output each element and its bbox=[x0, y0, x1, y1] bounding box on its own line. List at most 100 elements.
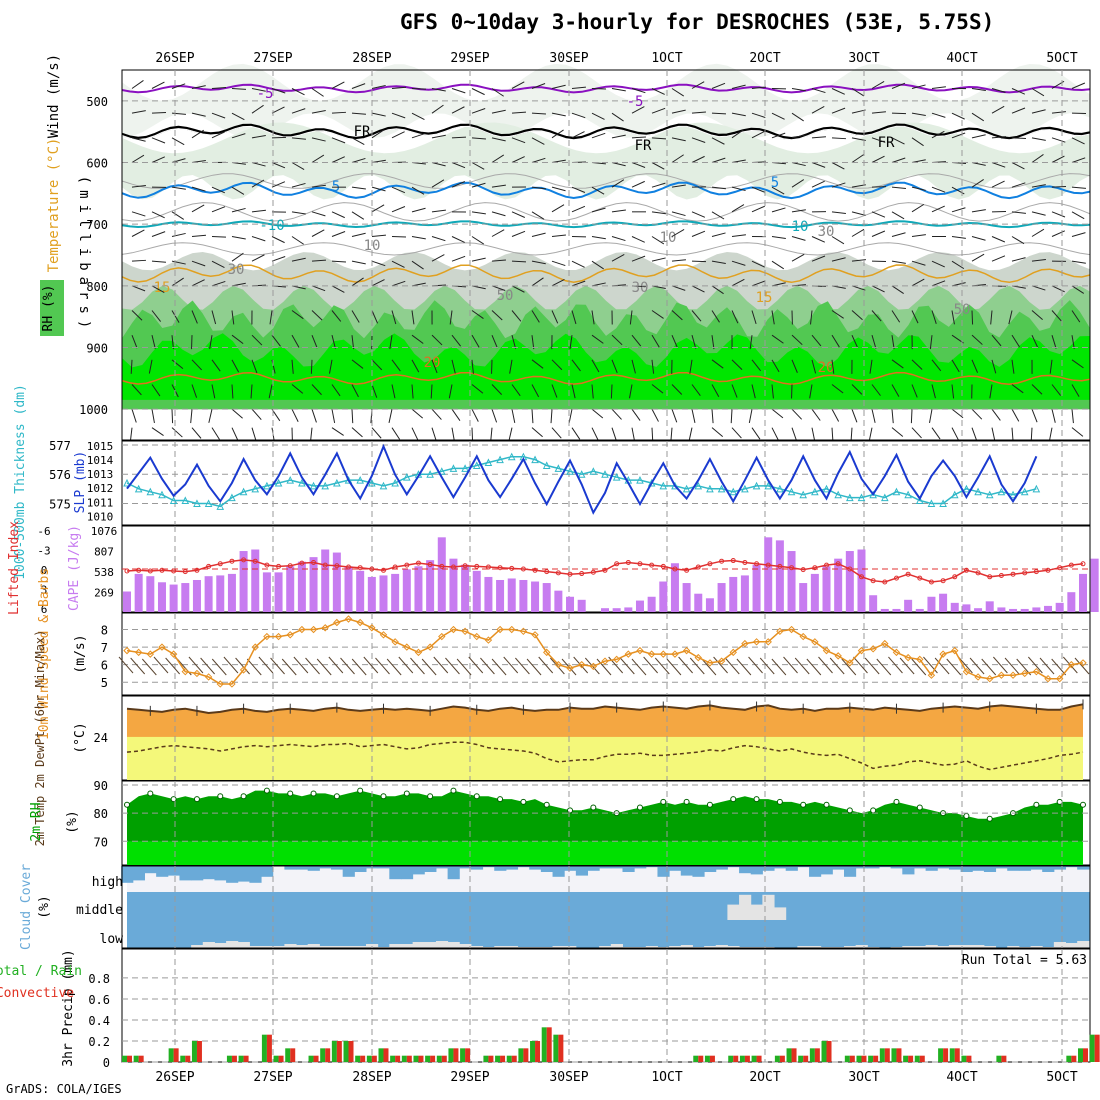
thickness-tick-label: 577 bbox=[49, 439, 71, 453]
precip-total-bar bbox=[226, 1055, 232, 1062]
cape-bar bbox=[437, 537, 446, 612]
wind-barb bbox=[351, 211, 365, 220]
wind-barb bbox=[491, 285, 506, 292]
wind-barb bbox=[811, 88, 826, 94]
wind-barb bbox=[671, 88, 685, 97]
precip-convective-bar bbox=[290, 1048, 296, 1062]
wind-barb bbox=[751, 310, 757, 325]
wind-barb bbox=[171, 277, 184, 287]
lifted-index-point bbox=[124, 568, 130, 574]
wind-barb bbox=[891, 137, 905, 145]
wind-speed-point bbox=[554, 660, 563, 669]
wind-barb bbox=[171, 260, 186, 265]
wind-barb bbox=[831, 427, 834, 442]
cloud-high-bar bbox=[156, 866, 169, 877]
wind-barb bbox=[151, 81, 165, 89]
wind-barb-10m bbox=[340, 657, 355, 675]
wind-barb bbox=[231, 334, 244, 345]
wind-barb bbox=[911, 278, 925, 287]
wind-barb-10m bbox=[410, 657, 425, 675]
wind-barb-10m bbox=[281, 658, 297, 676]
lifted-index-point bbox=[346, 564, 352, 570]
wind-barb bbox=[911, 137, 924, 147]
cape-bar bbox=[752, 564, 761, 612]
wind-barb bbox=[291, 211, 306, 215]
cloud-high-bar bbox=[832, 866, 845, 870]
lifted-index-point bbox=[975, 570, 981, 576]
wind-barb bbox=[771, 359, 780, 373]
wind-barb bbox=[791, 253, 805, 262]
wind-barb-10m bbox=[515, 657, 530, 675]
thickness-point bbox=[298, 478, 306, 487]
precip-convective-bar bbox=[453, 1048, 459, 1062]
li-tick-label: -6 bbox=[37, 525, 50, 538]
wind-barb bbox=[389, 335, 393, 350]
cloud-low-gap bbox=[284, 944, 297, 948]
cloud-middle-gap bbox=[774, 907, 787, 920]
lifted-index-point bbox=[649, 562, 655, 568]
wind-barb bbox=[991, 427, 996, 442]
wind-barb bbox=[831, 236, 845, 245]
precip-total-bar bbox=[448, 1048, 454, 1062]
wind-barb bbox=[191, 85, 206, 89]
rh-contour bbox=[121, 173, 1091, 189]
cloud-low-gap bbox=[1030, 946, 1043, 948]
wind-barb bbox=[751, 205, 766, 213]
cloud-high-bar bbox=[669, 866, 682, 871]
wind-barb bbox=[451, 359, 456, 374]
wind-barb bbox=[550, 409, 553, 424]
wind-barb-10m bbox=[468, 656, 484, 674]
precip-convective-bar bbox=[511, 1055, 517, 1062]
wind-barb bbox=[571, 359, 581, 372]
wind-barb bbox=[731, 186, 746, 192]
cloud-low-gap bbox=[855, 945, 868, 948]
cape-bar bbox=[519, 579, 528, 612]
wind-speed-point bbox=[414, 648, 423, 657]
lifted-index-point bbox=[252, 558, 258, 564]
cape-bar bbox=[344, 566, 353, 612]
wind-barb bbox=[911, 384, 918, 398]
wind-barb bbox=[671, 259, 686, 262]
wind-barb-10m bbox=[433, 656, 449, 674]
wind-barb bbox=[211, 359, 221, 372]
wind-barb bbox=[931, 310, 937, 324]
wind-barb bbox=[731, 129, 744, 139]
date-label-bottom: 5OCT bbox=[1046, 1070, 1077, 1085]
cloud-high-bar bbox=[132, 866, 145, 881]
wind-speed-point bbox=[962, 667, 971, 676]
wind-barb bbox=[371, 234, 386, 237]
lifted-index-point bbox=[672, 566, 678, 572]
cape-bar bbox=[274, 572, 283, 612]
precip-convective-bar bbox=[908, 1055, 914, 1062]
precip-convective-bar bbox=[779, 1055, 785, 1062]
wind-barb bbox=[809, 384, 813, 399]
precip-total-bar bbox=[238, 1055, 244, 1062]
cape-bar bbox=[262, 572, 271, 612]
wind-barb bbox=[1051, 211, 1066, 218]
wind-barb bbox=[411, 359, 420, 373]
cape-bar bbox=[1044, 605, 1053, 612]
date-label-bottom: 27SEP bbox=[253, 1070, 292, 1085]
wind-barb bbox=[751, 112, 766, 119]
wind-barb bbox=[451, 427, 455, 442]
wind-barb bbox=[491, 137, 506, 142]
wind-barb-10m bbox=[993, 656, 1008, 674]
lifted-index-point bbox=[870, 578, 876, 584]
precip-total-bar bbox=[1089, 1034, 1095, 1062]
wind-barb bbox=[731, 112, 746, 117]
wind-speed-point bbox=[974, 673, 982, 681]
axis-label-wind: Wind (m/s) bbox=[46, 54, 62, 138]
cloud-low-gap bbox=[680, 945, 693, 948]
wind-speed-point bbox=[752, 638, 761, 646]
wind-barb bbox=[331, 137, 346, 144]
wind-barb bbox=[151, 156, 166, 163]
wind-speed-point bbox=[158, 643, 166, 651]
wind-barb bbox=[571, 86, 586, 89]
wind-barb-10m bbox=[794, 657, 810, 675]
wind-barb bbox=[711, 260, 726, 265]
wind-barb bbox=[871, 155, 885, 163]
cloud-high-bar bbox=[762, 866, 775, 871]
wind-barb bbox=[491, 384, 503, 395]
wind-barb bbox=[311, 259, 326, 262]
wind-barb bbox=[250, 384, 253, 399]
